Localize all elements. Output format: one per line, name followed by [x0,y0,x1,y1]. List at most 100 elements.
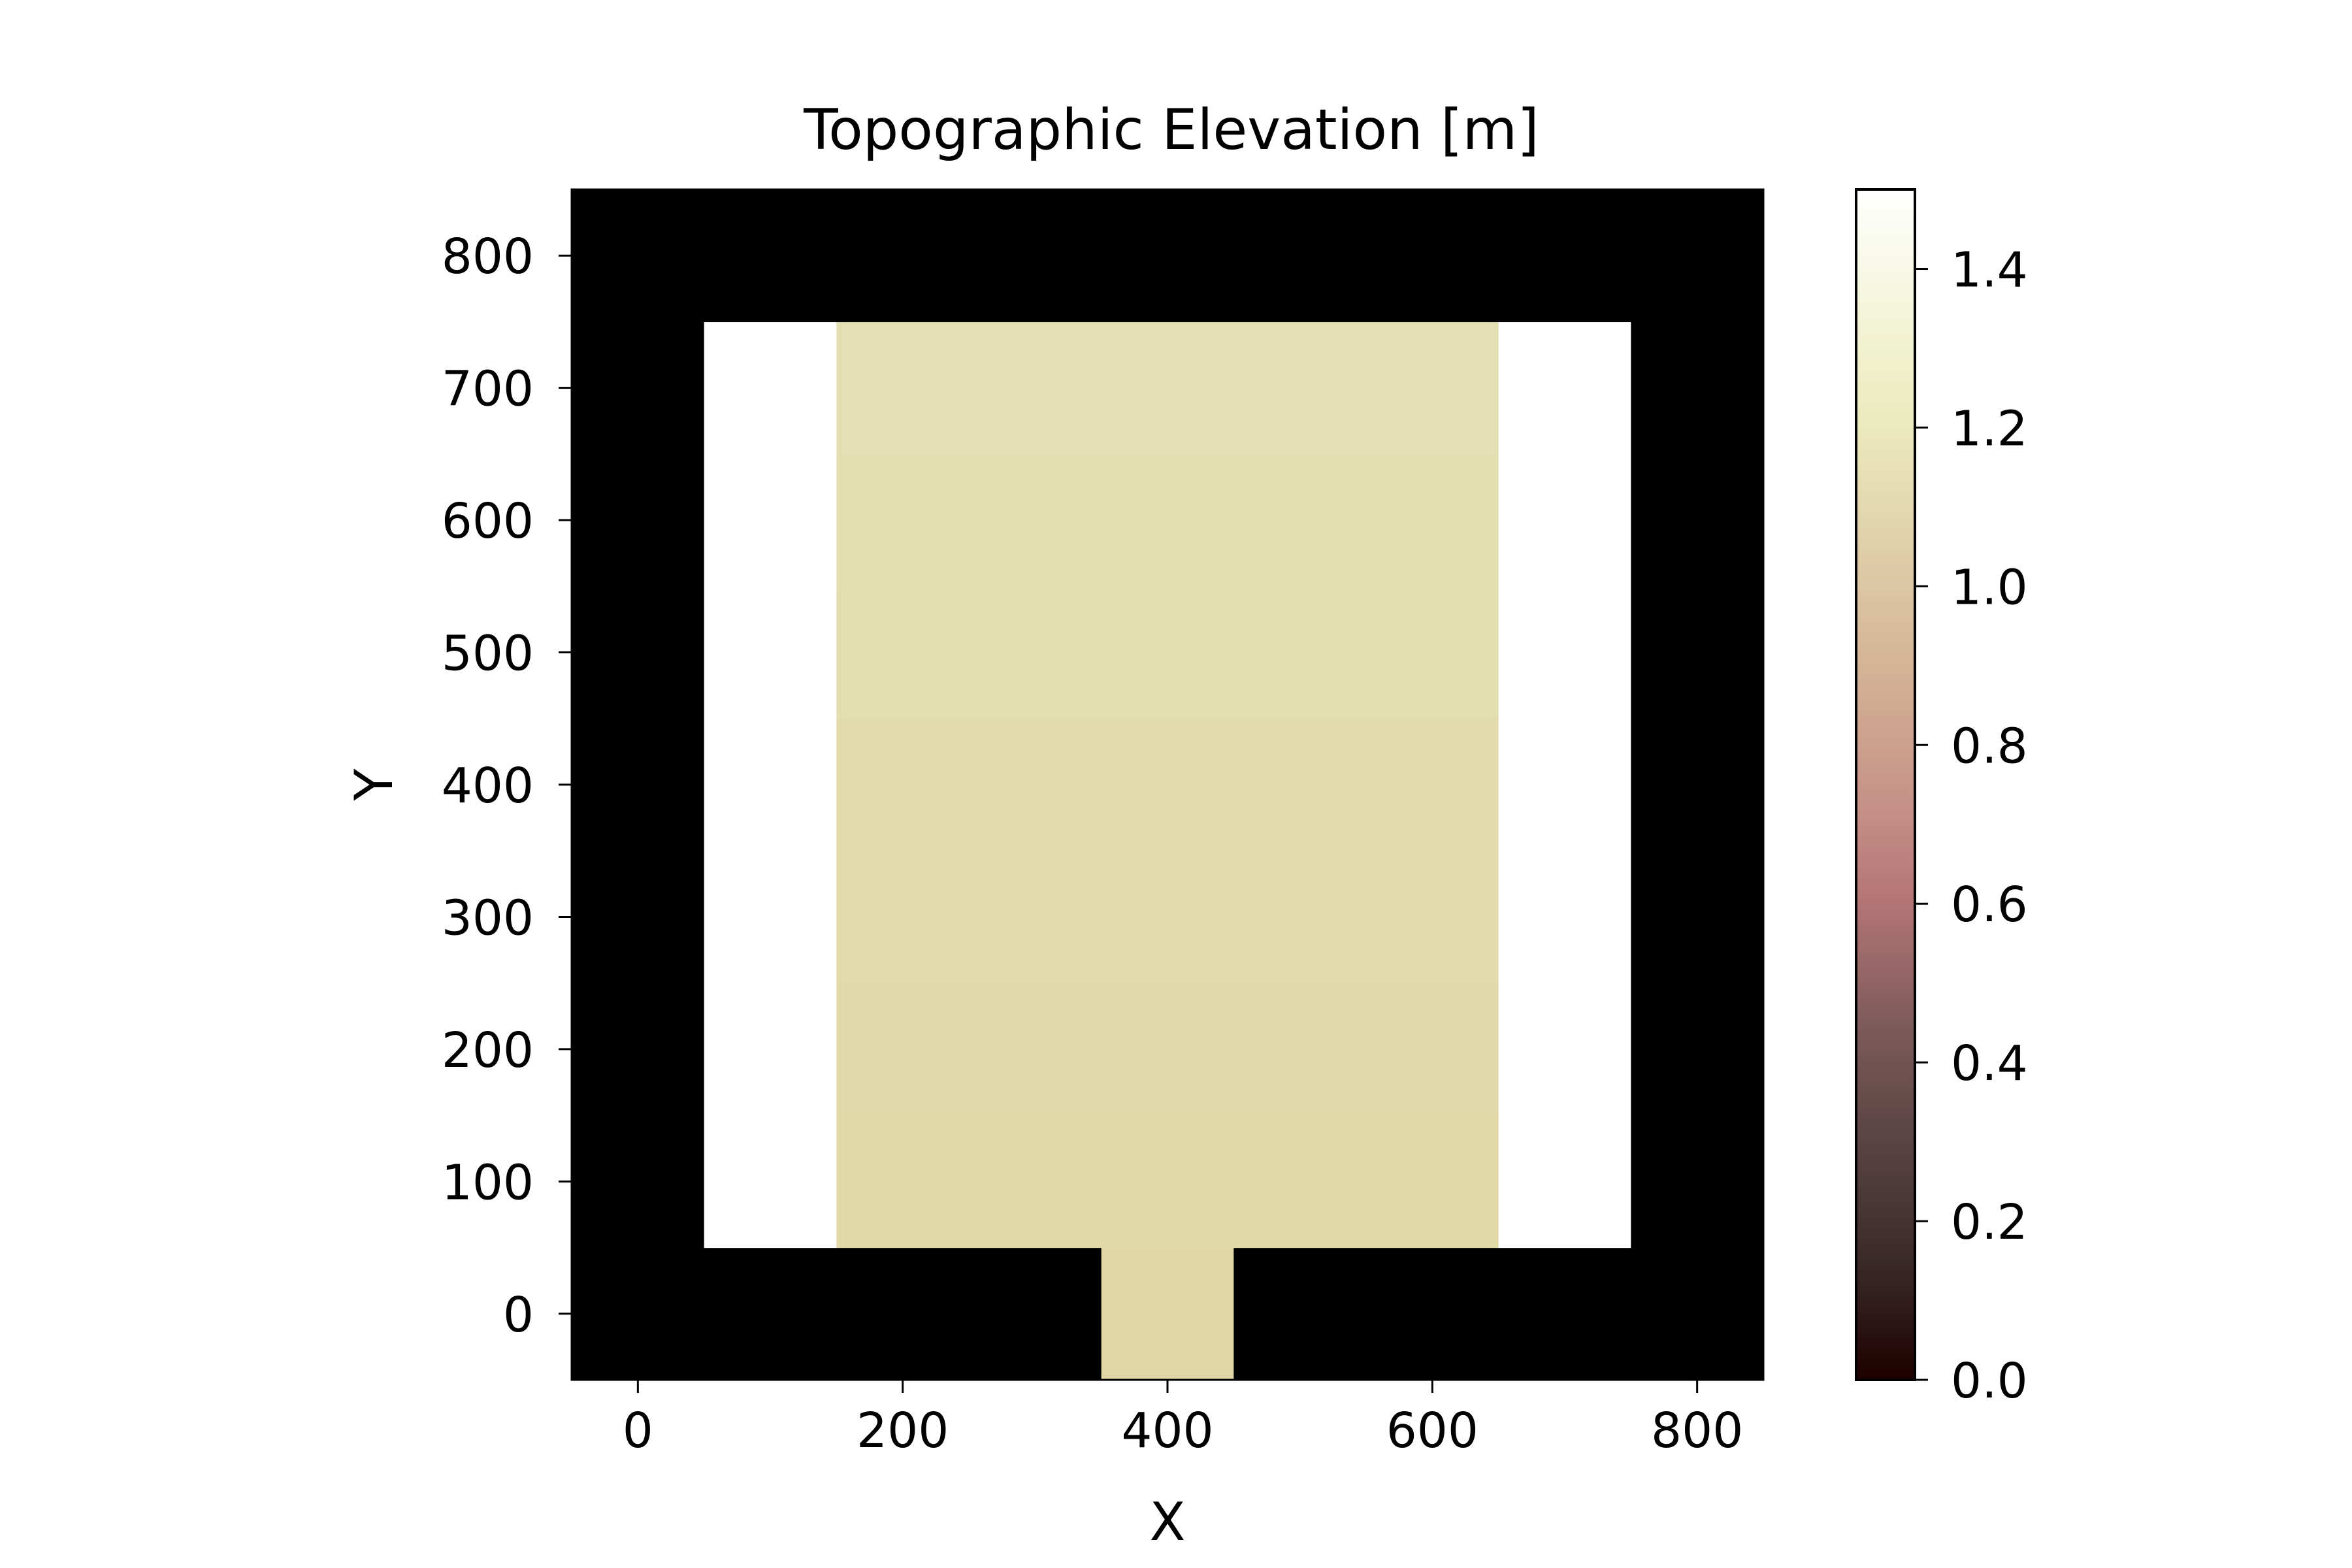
heatmap-cell [969,453,1102,587]
x-tick-label: 800 [1651,1403,1743,1459]
heatmap-cell [1233,718,1367,851]
heatmap-cell [1233,1115,1367,1249]
heatmap-cell [704,718,837,851]
colorbar-tick-label: 0.6 [1951,877,2028,933]
heatmap-cell [1498,718,1631,851]
y-tick-label: 800 [442,229,534,285]
colorbar-tick-label: 0.2 [1951,1194,2028,1250]
x-tick-label: 600 [1386,1403,1478,1459]
heatmap-cell [1366,1247,1499,1380]
heatmap-cells [572,189,1764,1380]
heatmap-cell [1101,586,1234,719]
heatmap-cell [969,321,1102,455]
colorbar-tick-label: 0.0 [1951,1353,2028,1409]
heatmap-cell [1631,189,1764,323]
heatmap-cell [704,189,837,323]
heatmap-cell [969,983,1102,1116]
heatmap-cell [1233,321,1367,455]
y-tick-label: 400 [442,758,534,814]
x-axis-label: X [1150,1492,1186,1552]
heatmap-cell [1498,189,1631,323]
x-tick-label: 200 [857,1403,949,1459]
heatmap-cell [836,586,970,719]
heatmap-cell [1233,586,1367,719]
heatmap-cell [836,1247,970,1380]
heatmap-cell [1101,718,1234,851]
heatmap-cell [1631,851,1764,984]
x-axis: 0 200 400 600 800 [623,1380,1743,1459]
heatmap-cell [1498,321,1631,455]
heatmap-cell [1101,189,1234,323]
heatmap-cell [836,851,970,984]
heatmap-cell [704,851,837,984]
heatmap-cell [1498,586,1631,719]
heatmap-cell [1631,1247,1764,1380]
colorbar-tick-label: 0.4 [1951,1036,2028,1092]
heatmap-cell [969,1247,1102,1380]
heatmap-cell [704,1115,837,1249]
x-tick-label: 0 [623,1403,653,1459]
heatmap-cell [1101,1247,1234,1380]
y-tick-label: 200 [442,1022,534,1079]
y-tick-label: 0 [503,1287,534,1343]
colorbar-tick-label: 0.8 [1951,718,2028,774]
heatmap-cell [572,983,705,1116]
heatmap-cell [969,1115,1102,1249]
heatmap-cell [836,983,970,1116]
heatmap-cell [1498,1115,1631,1249]
heatmap-cell [1233,983,1367,1116]
heatmap-cell [969,718,1102,851]
heatmap-cell [704,453,837,587]
heatmap-cell [1631,983,1764,1116]
heatmap-cell [1233,851,1367,984]
heatmap-cell [1233,1247,1367,1380]
heatmap-cell [1366,851,1499,984]
heatmap-cell [1233,189,1367,323]
heatmap-cell [704,1247,837,1380]
colorbar-gradient [1855,188,1916,1381]
heatmap-cell [572,586,705,719]
colorbar-ticks: 0.0 0.2 0.4 0.6 0.8 1.0 1.2 1.4 [1915,242,2028,1409]
heatmap-cell [1101,983,1234,1116]
heatmap-cell [572,1115,705,1249]
heatmap-cell [836,453,970,587]
heatmap-cell [572,718,705,851]
heatmap-cell [572,1247,705,1380]
heatmap-cell [836,321,970,455]
y-axis: 0 100 200 300 400 500 600 700 800 [442,229,572,1343]
heatmap-cell [1498,983,1631,1116]
heatmap-cell [1233,453,1367,587]
heatmap-cell [572,851,705,984]
chart-title: Topographic Elevation [m] [803,97,1539,163]
heatmap-cell [1366,718,1499,851]
heatmap-cell [1101,1115,1234,1249]
heatmap-cell [1101,851,1234,984]
heatmap-cell [1101,453,1234,587]
y-tick-label: 300 [442,890,534,946]
heatmap-cell [1631,586,1764,719]
y-axis-label: Y [344,768,404,801]
heatmap-cell [1631,1115,1764,1249]
y-tick-label: 600 [442,493,534,549]
heatmap-cell [969,851,1102,984]
heatmap-cell [704,586,837,719]
heatmap-cell [1366,453,1499,587]
colorbar-tick-label: 1.4 [1951,242,2028,298]
heatmap-cell [1366,983,1499,1116]
heatmap-cell [836,1115,970,1249]
heatmap-cell [1631,718,1764,851]
heatmap-cell [572,453,705,587]
heatmap-cell [1498,851,1631,984]
heatmap-cell [836,718,970,851]
heatmap-cell [1366,586,1499,719]
colorbar-tick-label: 1.0 [1951,559,2028,615]
heatmap-cell [572,321,705,455]
heatmap-cell [1498,1247,1631,1380]
heatmap-cell [1631,321,1764,455]
heatmap-cell [1631,453,1764,587]
y-tick-label: 500 [442,626,534,682]
heatmap-cell [1498,453,1631,587]
heatmap-cell [836,189,970,323]
heatmap-cell [704,321,837,455]
